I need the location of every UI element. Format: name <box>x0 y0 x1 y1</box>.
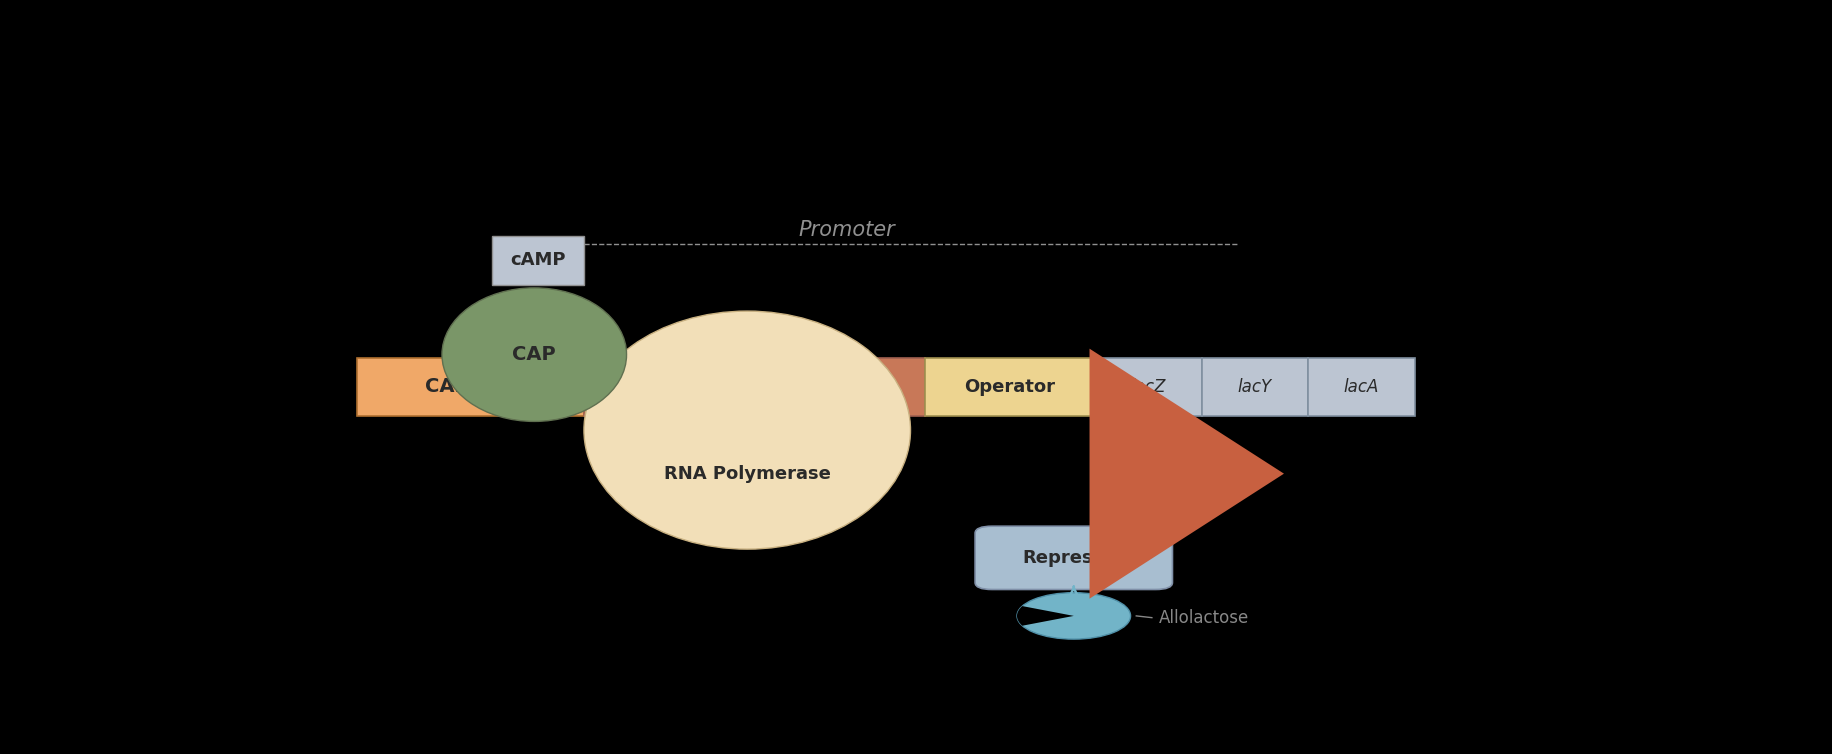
Circle shape <box>1017 593 1130 639</box>
Text: RNA Polymerase: RNA Polymerase <box>663 464 830 483</box>
Text: cAMP: cAMP <box>509 251 566 269</box>
FancyBboxPatch shape <box>925 357 1096 415</box>
Text: lacA: lacA <box>1343 378 1379 396</box>
Text: CAP site: CAP site <box>425 377 517 396</box>
FancyBboxPatch shape <box>1096 357 1202 415</box>
FancyBboxPatch shape <box>357 357 584 415</box>
FancyBboxPatch shape <box>975 526 1172 590</box>
Text: CAP: CAP <box>513 345 557 364</box>
Wedge shape <box>1017 606 1074 626</box>
Text: lacY: lacY <box>1238 378 1271 396</box>
Text: Promoter: Promoter <box>799 220 896 240</box>
FancyBboxPatch shape <box>584 357 925 415</box>
Ellipse shape <box>584 311 911 549</box>
Text: Operator: Operator <box>964 378 1055 396</box>
FancyBboxPatch shape <box>1308 357 1414 415</box>
Text: lacZ: lacZ <box>1130 378 1165 396</box>
Text: Allolactose: Allolactose <box>1160 608 1249 627</box>
Ellipse shape <box>442 288 627 421</box>
Text: Repressor: Repressor <box>1022 549 1125 567</box>
FancyBboxPatch shape <box>1202 357 1308 415</box>
FancyBboxPatch shape <box>491 235 584 285</box>
